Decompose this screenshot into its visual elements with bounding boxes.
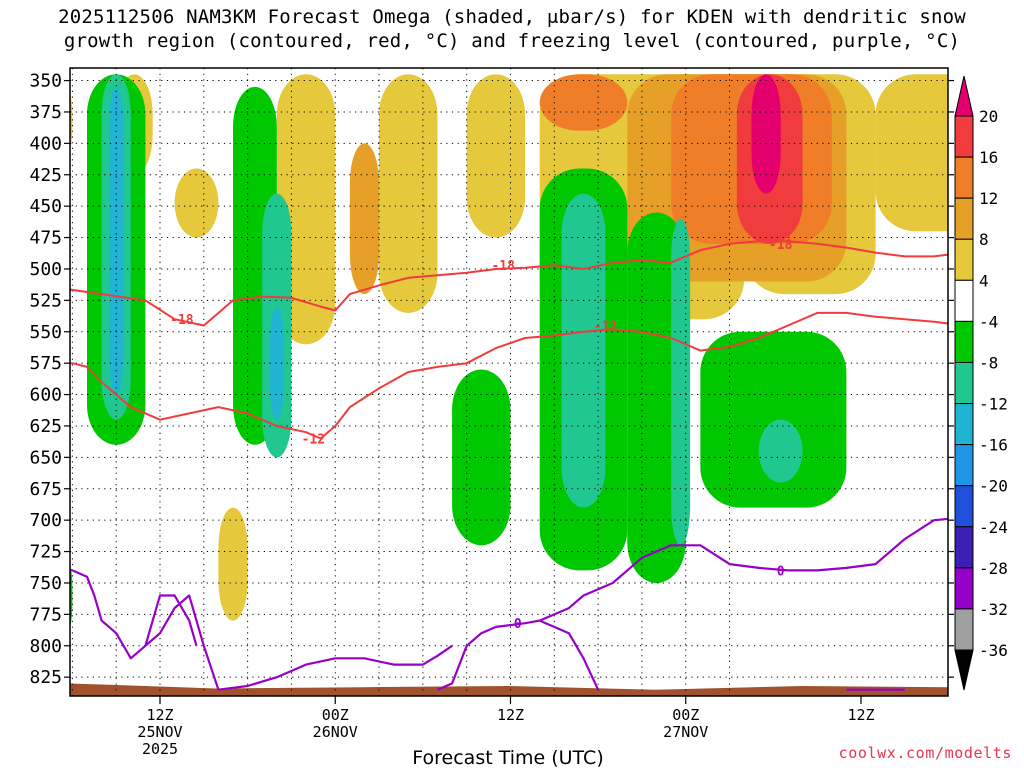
freezing-contour-2 bbox=[218, 644, 453, 691]
colorbar-label: 12 bbox=[979, 189, 998, 208]
colorbar-bottom-arrow bbox=[954, 649, 974, 691]
y-tick-label: 400 bbox=[29, 133, 62, 154]
dgz-contour-0 bbox=[70, 240, 948, 327]
x-tick-label: 00Z bbox=[322, 706, 349, 724]
x-tick-label: 26NOV bbox=[313, 723, 358, 741]
y-tick-label: 800 bbox=[29, 636, 62, 657]
dgz-contour-label: -18 bbox=[769, 238, 793, 253]
colorbar-bin-5 bbox=[954, 320, 974, 363]
colorbar-label: -28 bbox=[979, 559, 1008, 578]
y-tick-label: 575 bbox=[29, 353, 62, 374]
omega-region-8 bbox=[875, 74, 948, 232]
omega-region-10 bbox=[218, 507, 248, 621]
y-tick-label: 825 bbox=[29, 667, 62, 688]
y-tick-label: 500 bbox=[29, 259, 62, 280]
colorbar-label: 4 bbox=[979, 271, 989, 290]
omega-region-19 bbox=[14, 168, 29, 319]
colorbar-bin-4 bbox=[954, 279, 974, 322]
y-tick-label: 700 bbox=[29, 510, 62, 531]
colorbar-bin-12 bbox=[954, 608, 974, 651]
y-tick-label: 475 bbox=[29, 228, 62, 249]
freezing-contour-label: 0 bbox=[777, 564, 785, 579]
x-tick-label: 00Z bbox=[672, 706, 699, 724]
colorbar-label: -32 bbox=[979, 600, 1008, 619]
freezing-contour-label: 0 bbox=[514, 617, 522, 632]
omega-region-5 bbox=[466, 74, 526, 238]
colorbar-label: -24 bbox=[979, 518, 1008, 537]
omega-region-28 bbox=[561, 193, 606, 508]
colorbar-label: -12 bbox=[979, 395, 1008, 414]
colorbar-label: -8 bbox=[979, 353, 998, 372]
y-tick-label: 725 bbox=[29, 542, 62, 563]
y-tick-label: 675 bbox=[29, 479, 62, 500]
x-tick-label: 2025 bbox=[142, 740, 178, 758]
colorbar-label: 8 bbox=[979, 230, 989, 249]
freezing-contour-1 bbox=[144, 594, 198, 647]
dgz-contour-1 bbox=[70, 311, 948, 440]
colorbar-bin-3 bbox=[954, 238, 974, 281]
terrain-surface bbox=[70, 683, 948, 696]
colorbar-label: -36 bbox=[979, 641, 1008, 660]
y-tick-label: 425 bbox=[29, 165, 62, 186]
y-tick-label: 550 bbox=[29, 322, 62, 343]
y-tick-label: 775 bbox=[29, 604, 62, 625]
credit-text: coolwx.com/modelts bbox=[838, 744, 1012, 762]
omega-region-12 bbox=[349, 143, 380, 295]
freezing-contour-4 bbox=[539, 619, 600, 691]
colorbar-bin-0 bbox=[954, 115, 974, 158]
x-tick-label: 12Z bbox=[497, 706, 524, 724]
dgz-contour-label: -18 bbox=[491, 259, 515, 274]
colorbar-label: -16 bbox=[979, 436, 1008, 455]
plot-border bbox=[69, 67, 949, 697]
colorbar-label: 20 bbox=[979, 107, 998, 126]
x-tick-label: 12Z bbox=[146, 706, 173, 724]
omega-region-9 bbox=[174, 168, 219, 238]
colorbar-bin-1 bbox=[954, 156, 974, 199]
colorbar-bin-8 bbox=[954, 444, 974, 487]
y-tick-label: 750 bbox=[29, 573, 62, 594]
omega-region-24 bbox=[700, 331, 847, 508]
dgz-contour-label: -12 bbox=[594, 319, 617, 334]
omega-region-29 bbox=[671, 218, 691, 546]
x-tick-label: 12Z bbox=[847, 706, 874, 724]
freezing-contour-0 bbox=[70, 568, 220, 691]
chart-title-line2: growth region (contoured, red, °C) and f… bbox=[63, 30, 961, 52]
dgz-contour-label: -12 bbox=[302, 433, 325, 448]
y-tick-label: 375 bbox=[29, 102, 62, 123]
omega-region-0 bbox=[0, 74, 21, 520]
y-tick-label: 625 bbox=[29, 416, 62, 437]
freezing-contour-3 bbox=[437, 517, 948, 691]
colorbar-bin-2 bbox=[954, 197, 974, 240]
chart-title-line1: 2025112506 NAM3KM Forecast Omega (shaded… bbox=[58, 6, 966, 28]
omega-region-31 bbox=[108, 86, 124, 395]
omega-region-30 bbox=[758, 419, 803, 483]
colorbar-bin-10 bbox=[954, 526, 974, 569]
x-tick-label: 25NOV bbox=[137, 723, 182, 741]
y-tick-label: 450 bbox=[29, 196, 62, 217]
colorbar-bin-7 bbox=[954, 403, 974, 446]
y-tick-label: 525 bbox=[29, 290, 62, 311]
y-tick-label: 600 bbox=[29, 385, 62, 406]
omega-region-17 bbox=[751, 74, 781, 194]
dgz-contour-label: -18 bbox=[170, 313, 194, 328]
colorbar-label: -20 bbox=[979, 477, 1008, 496]
x-tick-label: 27NOV bbox=[663, 723, 708, 741]
omega-region-4 bbox=[379, 74, 438, 313]
colorbar-bin-6 bbox=[954, 361, 974, 405]
omega-region-32 bbox=[269, 306, 285, 420]
y-tick-label: 650 bbox=[29, 447, 62, 468]
colorbar-bin-11 bbox=[954, 567, 974, 610]
colorbar-label: 16 bbox=[979, 148, 998, 167]
x-axis-title: Forecast Time (UTC) bbox=[412, 747, 603, 768]
colorbar-label: -4 bbox=[979, 312, 998, 331]
omega-region-15 bbox=[539, 74, 628, 131]
y-tick-label: 350 bbox=[29, 71, 62, 92]
colorbar-top-arrow bbox=[954, 75, 974, 117]
colorbar-bin-9 bbox=[954, 485, 974, 528]
